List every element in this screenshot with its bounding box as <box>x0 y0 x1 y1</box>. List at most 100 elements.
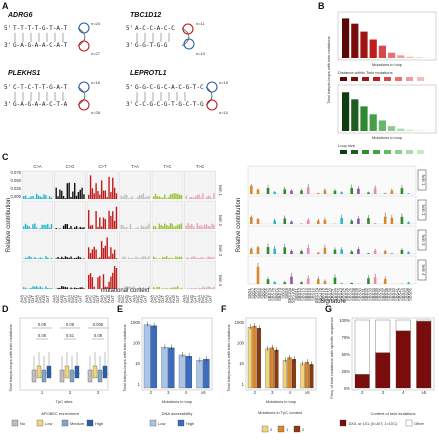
jitter-point <box>75 376 77 378</box>
jitter-point <box>45 377 47 379</box>
signature-bar <box>350 187 354 194</box>
signature-tick: SBS26 <box>347 287 352 301</box>
legend-swatch <box>395 150 402 154</box>
signature-tick: SBS22 <box>334 287 339 301</box>
jitter-point <box>36 372 38 374</box>
jitter-point <box>69 376 71 378</box>
context-bar <box>209 286 211 289</box>
context-bar <box>106 237 108 259</box>
signature-tick: SBS9 <box>284 287 289 298</box>
box <box>69 369 75 383</box>
context-bar <box>81 227 83 229</box>
context-bar <box>74 182 76 199</box>
signature-tick: SBS85 <box>408 287 413 301</box>
context-bar <box>187 223 189 229</box>
context-bar <box>97 258 99 259</box>
context-bar <box>112 253 114 259</box>
signature-bar <box>273 248 277 254</box>
context-bar <box>211 198 213 199</box>
context-bar <box>122 196 124 199</box>
legend-swatch <box>373 150 380 154</box>
context-cell <box>184 260 216 290</box>
context-bar <box>207 256 210 259</box>
context-tick: GxC <box>88 295 93 303</box>
context-bar <box>35 227 38 229</box>
context-tick: GxT <box>207 295 212 303</box>
context-bar <box>45 286 47 289</box>
context-bar <box>77 256 80 259</box>
panel-e-bars: 2 3 4 ≥5 1000 100 10 1 <box>131 320 210 395</box>
context-tick: AxA <box>164 295 169 303</box>
context-bar <box>202 193 204 199</box>
context-bar <box>83 227 85 229</box>
mutation-circle-red <box>206 99 218 111</box>
ytick: 50% <box>342 352 351 357</box>
legend-swatch <box>340 77 347 81</box>
context-bar <box>23 287 25 289</box>
signature-tick: SBS20 <box>327 287 332 301</box>
context-bar <box>131 196 133 199</box>
legend-swatch <box>362 77 369 81</box>
ytick: 1 <box>242 382 245 387</box>
context-bar <box>81 287 83 289</box>
context-tick: GxC <box>38 295 43 303</box>
box <box>36 365 42 379</box>
context-bar <box>127 286 130 289</box>
jitter-point <box>46 372 48 374</box>
hairpin-1: ADRG6 5' T-T-T-T-G-T-A-T 3' G-A-G-A-A-C-… <box>4 12 101 56</box>
hairpin-3-gene: PLEKHS1 <box>8 70 40 77</box>
box <box>31 369 37 383</box>
context-tick: AxG <box>189 295 194 303</box>
legend-label: High <box>186 421 194 426</box>
signature-bar <box>340 249 343 254</box>
context-bar <box>196 223 198 229</box>
context-bar <box>156 228 159 229</box>
bar <box>415 57 423 58</box>
panel-f-ylabel: Total hairpin-loops with twin mutations <box>226 324 231 391</box>
bar <box>247 327 253 389</box>
context-bar <box>66 287 68 289</box>
jitter-point <box>34 373 36 375</box>
jitter-point <box>65 376 67 378</box>
context-bar <box>129 286 132 289</box>
context-bar <box>89 273 92 289</box>
signature-tick: SBS38 <box>384 287 389 301</box>
context-bar <box>162 288 164 289</box>
context-bar <box>169 223 172 229</box>
context-bar <box>68 228 70 229</box>
xtick: ≥5 <box>421 390 426 395</box>
ytick: 100 <box>237 341 245 346</box>
signature-bar <box>333 249 337 254</box>
signature-bar <box>400 216 404 224</box>
legend-label: No <box>20 421 26 426</box>
context-bar <box>122 225 124 229</box>
mutation-circle-blue <box>206 81 218 93</box>
context-bar <box>171 223 173 229</box>
context-bar <box>102 274 105 289</box>
jitter-point <box>39 369 41 371</box>
signature-tick: SBS30 <box>357 287 362 301</box>
jitter-point <box>87 371 89 373</box>
context-bar <box>177 286 179 289</box>
jitter-point <box>40 373 42 375</box>
context-bar <box>153 287 155 289</box>
signature-bar <box>357 218 360 224</box>
xtick: ≥5 <box>201 390 206 395</box>
panel-f-legend: 0 1 2 <box>261 425 305 433</box>
ytick: 10 <box>239 361 244 366</box>
box <box>102 365 108 379</box>
context-bar <box>126 195 128 199</box>
ytick: 0% <box>344 386 350 391</box>
bar <box>309 364 314 389</box>
context-bar <box>164 194 166 199</box>
context-bar <box>148 223 150 229</box>
context-tick: GxC <box>168 295 173 303</box>
mutation-circle-blue <box>78 22 90 34</box>
context-bar <box>191 256 193 259</box>
bar <box>351 99 359 131</box>
context-bar <box>104 190 107 199</box>
context-bar <box>189 197 191 199</box>
mutation-circle-red <box>182 23 194 35</box>
ytick: 1000 <box>235 320 245 325</box>
legend-swatch <box>61 419 69 427</box>
